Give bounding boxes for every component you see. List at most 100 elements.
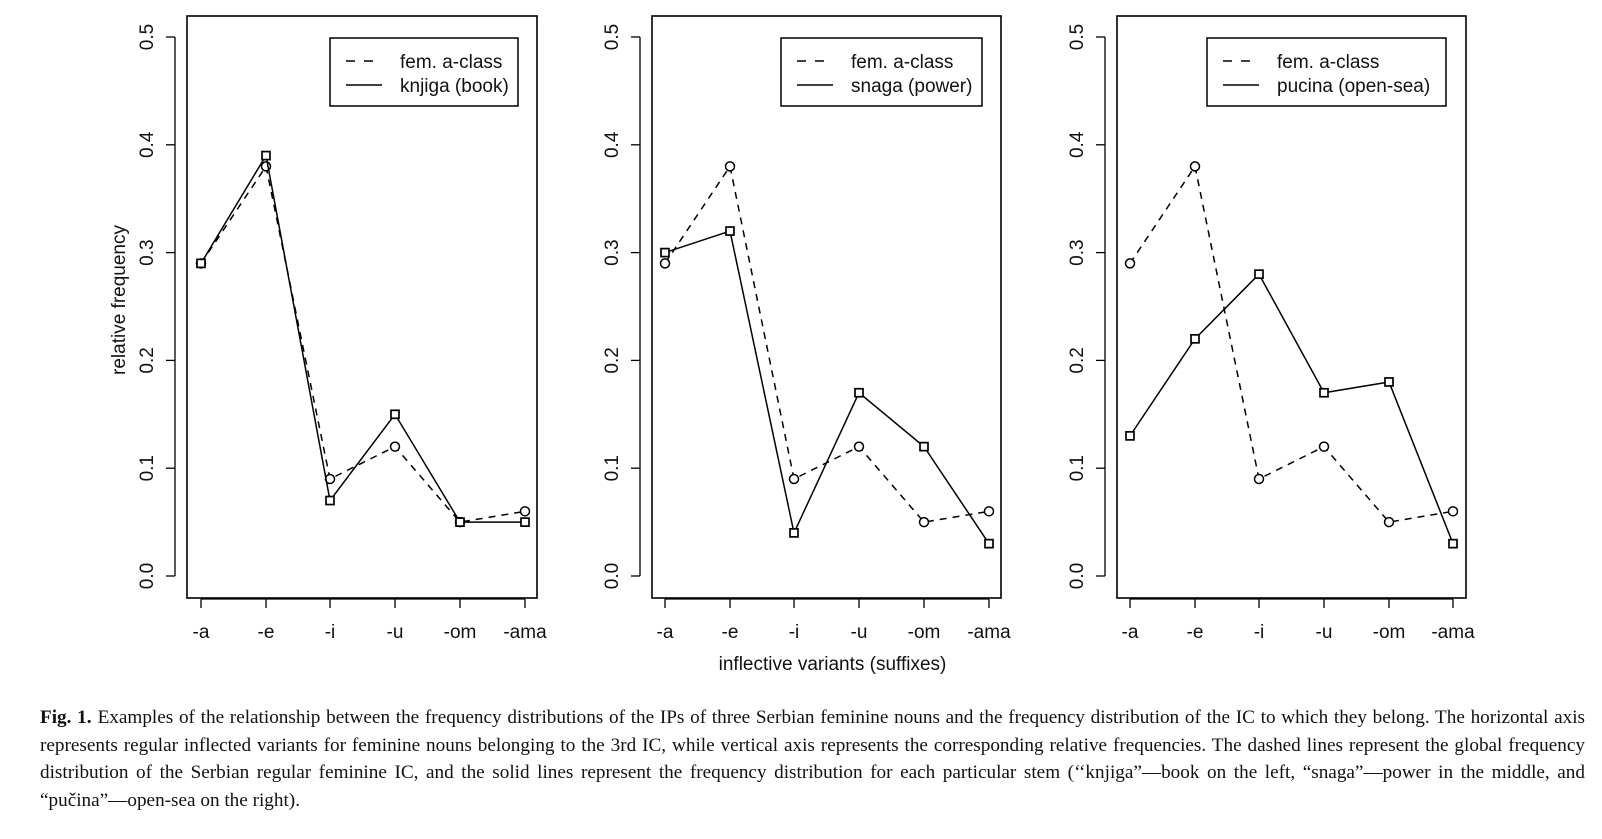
- series-2: [660, 226, 994, 549]
- data-point-square: [984, 538, 994, 549]
- y-tick-label: 0.1: [1067, 455, 1088, 481]
- data-point-square: [854, 387, 864, 398]
- data-point-square: [455, 517, 465, 527]
- data-point-square: [1125, 431, 1135, 441]
- x-tick-label: -u: [1316, 622, 1333, 643]
- y-tick-label: 0.3: [602, 239, 623, 265]
- legend-entry: pucina (open-sea): [1277, 76, 1430, 97]
- y-tick-label: 0.4: [1067, 131, 1088, 158]
- data-point-square: [1448, 538, 1458, 549]
- data-point-circle: [788, 473, 800, 485]
- data-point-square: [325, 495, 335, 506]
- legend-entry: fem. a-class: [851, 52, 953, 73]
- data-point-square: [520, 517, 530, 527]
- data-point-circle: [853, 441, 865, 452]
- series-1: [195, 161, 531, 528]
- y-tick-label: 0.2: [137, 347, 158, 373]
- caption-label: Fig. 1.: [40, 707, 92, 728]
- y-tick-label: 0.2: [602, 347, 623, 373]
- plot-frame: [186, 15, 538, 599]
- y-tick-label: 0.1: [602, 455, 623, 481]
- x-tick-label: -om: [1373, 622, 1406, 643]
- data-point-circle: [1189, 161, 1201, 172]
- legend-entry: fem. a-class: [400, 52, 502, 73]
- y-tick-label: 0.3: [1067, 239, 1088, 265]
- data-point-square: [1254, 269, 1264, 280]
- y-axis: 0.0 0.1 0.2 0.3 0.4 0.5: [602, 24, 641, 589]
- data-point-square: [1384, 377, 1394, 387]
- figure-panels: 0.0 0.1 0.2 0.3 0.4 0.5 -a -e -i -u -om -ama relativ…: [109, 15, 1475, 675]
- panel-3: 0.0 0.1 0.2 0.3 0.4 0.5 -a -e -i -u -om -ama fem. a-…: [1067, 15, 1475, 643]
- data-point-circle: [983, 506, 995, 517]
- legend: fem. a-class knjiga (book): [329, 37, 519, 107]
- y-tick-label: 0.5: [137, 24, 158, 50]
- series-line: [1129, 272, 1454, 544]
- x-tick-label: -om: [908, 622, 941, 643]
- legend-entry: fem. a-class: [1277, 52, 1379, 73]
- x-tick-label: -e: [258, 622, 275, 643]
- legend: fem. a-class pucina (open-sea): [1206, 37, 1447, 107]
- x-tick-label: -u: [387, 622, 404, 643]
- panel-1: 0.0 0.1 0.2 0.3 0.4 0.5 -a -e -i -u -om -ama relativ…: [109, 15, 547, 643]
- x-tick-label: -ama: [1431, 622, 1475, 643]
- legend-box: [329, 37, 519, 107]
- x-tick-label: -ama: [503, 622, 547, 643]
- y-tick-label: 0.0: [602, 563, 623, 589]
- x-tick-label: -a: [657, 622, 674, 643]
- y-tick-label: 0.4: [602, 131, 623, 158]
- legend-box: [1206, 37, 1447, 107]
- data-point-square: [1319, 387, 1329, 398]
- x-tick-label: -i: [325, 622, 336, 643]
- data-point-circle: [1253, 473, 1265, 485]
- data-point-square: [196, 258, 206, 269]
- x-tick-label: -i: [789, 622, 800, 643]
- y-tick-label: 0.0: [137, 563, 158, 589]
- data-point-circle: [1318, 441, 1330, 452]
- y-axis: 0.0 0.1 0.2 0.3 0.4 0.5: [137, 24, 176, 589]
- x-axis: -a -e -i -u -om -ama: [1122, 598, 1475, 643]
- x-axis-label: inflective variants (suffixes): [719, 654, 947, 675]
- data-point-circle: [1383, 516, 1395, 528]
- x-tick-label: -ama: [967, 622, 1011, 643]
- y-tick-label: 0.3: [137, 239, 158, 265]
- data-point-square: [725, 226, 735, 236]
- data-point-circle: [1124, 258, 1136, 269]
- x-tick-label: -u: [851, 622, 868, 643]
- y-tick-label: 0.5: [1067, 24, 1088, 50]
- series-line: [664, 164, 990, 523]
- y-axis: 0.0 0.1 0.2 0.3 0.4 0.5: [1067, 24, 1106, 589]
- series-line: [1129, 164, 1454, 523]
- panel-2: 0.0 0.1 0.2 0.3 0.4 0.5 -a -e -i -u -om -ama inflect…: [602, 15, 1011, 675]
- data-point-circle: [389, 441, 401, 452]
- series-line: [200, 153, 525, 523]
- x-axis: -a -e -i -u -om -ama: [657, 598, 1011, 643]
- series-line: [664, 230, 990, 545]
- legend: fem. a-class snaga (power): [780, 37, 983, 107]
- data-point-square: [660, 247, 670, 258]
- legend-entry: knjiga (book): [400, 76, 509, 97]
- x-tick-label: -e: [1187, 622, 1204, 643]
- series-2: [196, 150, 530, 527]
- y-axis-label: relative frequency: [109, 225, 130, 375]
- plot-frame: [1116, 15, 1467, 599]
- figure-caption: Fig. 1. Examples of the relationship betw…: [40, 704, 1585, 814]
- legend-box: [780, 37, 983, 107]
- caption-text: Examples of the relationship between the…: [40, 707, 1585, 811]
- y-tick-label: 0.1: [137, 455, 158, 481]
- x-axis: -a -e -i -u -om -ama: [193, 598, 547, 643]
- y-tick-label: 0.0: [1067, 563, 1088, 589]
- data-point-square: [789, 528, 799, 538]
- y-tick-label: 0.4: [137, 131, 158, 158]
- x-tick-label: -om: [444, 622, 477, 643]
- data-point-circle: [519, 506, 531, 517]
- data-point-square: [261, 150, 271, 161]
- data-point-circle: [918, 516, 930, 528]
- series-line: [200, 164, 526, 523]
- data-point-square: [390, 409, 400, 420]
- x-tick-label: -i: [1254, 622, 1265, 643]
- y-tick-label: 0.2: [1067, 347, 1088, 373]
- series-1: [659, 161, 995, 528]
- data-point-square: [1190, 333, 1200, 344]
- legend-entry: snaga (power): [851, 76, 972, 97]
- data-point-circle: [1447, 506, 1459, 517]
